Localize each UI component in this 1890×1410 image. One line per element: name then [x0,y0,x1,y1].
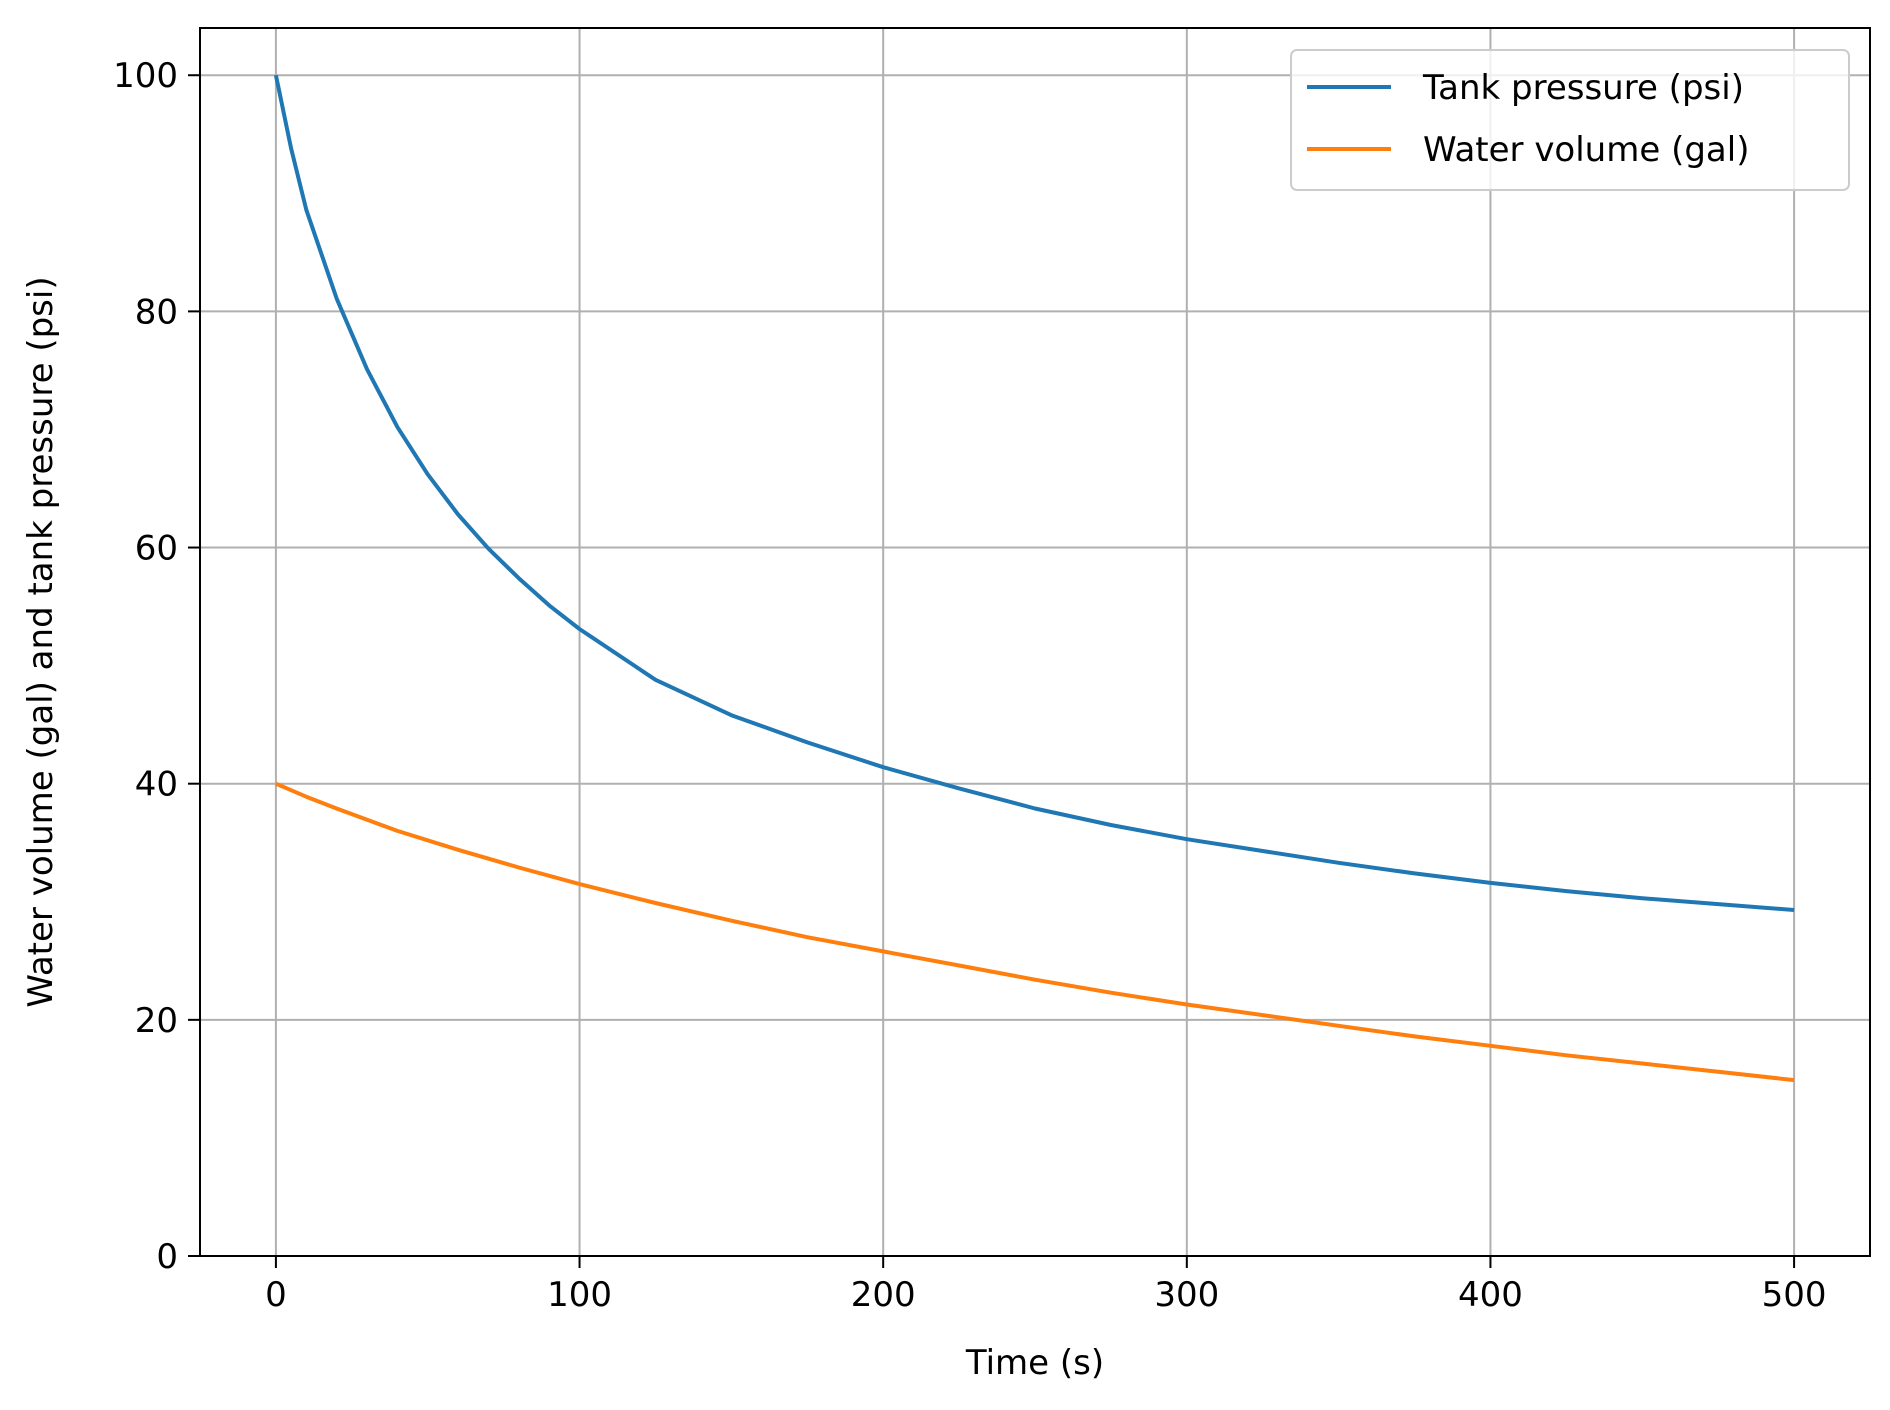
legend-box [1290,49,1850,191]
x-tick-label: 0 [265,1275,287,1315]
x-tick-label: 400 [1458,1275,1523,1315]
x-axis-label: Time (s) [965,1343,1104,1383]
x-tick-label: 300 [1154,1275,1219,1315]
x-tick-label: 200 [851,1275,916,1315]
x-tick-label: 100 [547,1275,612,1315]
y-tick-label: 60 [135,529,178,569]
series-lines [273,74,1795,1083]
x-tick-label: 500 [1762,1275,1827,1315]
y-axis-label: Water volume (gal) and tank pressure (ps… [21,276,61,1007]
y-tick-label: 80 [135,292,178,332]
series-line-1 [275,781,1795,1083]
plot-area-frame [199,27,1871,1257]
y-tick-label: 100 [113,56,178,96]
y-tick-label: 0 [156,1237,178,1277]
legend-label-tank-pressure: Tank pressure (psi) [1422,68,1744,108]
series-line-0 [273,74,1795,912]
gridlines [200,28,1870,1257]
legend: Tank pressure (psi) Water volume (gal) [1290,49,1850,191]
axis-ticks: 0 100 200 300 400 500 0 20 40 60 80 100 [113,56,1826,1315]
legend-label-water-volume: Water volume (gal) [1423,130,1749,170]
y-tick-label: 20 [135,1001,178,1041]
y-tick-label: 40 [135,765,178,805]
